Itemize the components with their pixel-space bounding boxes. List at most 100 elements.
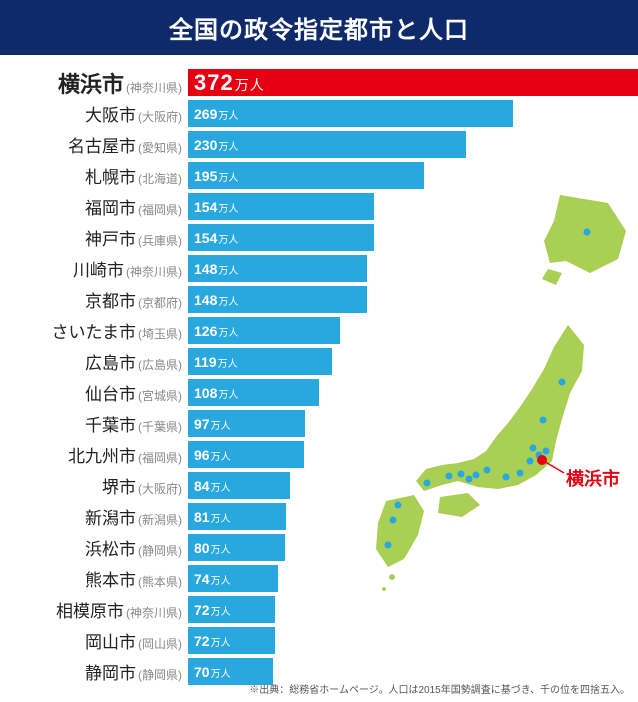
bar-column: 97万人 xyxy=(188,410,638,437)
population-bar: 84万人 xyxy=(188,472,290,499)
population-unit: 万人 xyxy=(211,483,231,494)
population-value: 96万人 xyxy=(194,447,231,463)
prefecture-name: (神奈川県) xyxy=(126,604,182,621)
bar-column: 119万人 xyxy=(188,348,638,375)
city-row: 神戸市(兵庫県)154万人 xyxy=(0,224,638,251)
population-bar: 72万人 xyxy=(188,596,275,623)
city-label: 浜松市(静岡県) xyxy=(0,535,188,560)
city-name: 福岡市 xyxy=(85,194,136,219)
city-name: 大阪市 xyxy=(85,101,136,126)
chart-title: 全国の政令指定都市と人口 xyxy=(0,0,638,55)
prefecture-name: (埼玉県) xyxy=(138,325,182,342)
city-name: 札幌市 xyxy=(85,163,136,188)
population-bar: 81万人 xyxy=(188,503,286,530)
population-unit: 万人 xyxy=(211,576,231,587)
population-unit: 万人 xyxy=(218,359,238,370)
bar-column: 81万人 xyxy=(188,503,638,530)
bar-column: 195万人 xyxy=(188,162,638,189)
city-name: 広島市 xyxy=(85,349,136,374)
population-bar: 80万人 xyxy=(188,534,285,561)
bar-column: 96万人 xyxy=(188,441,638,468)
population-value: 148万人 xyxy=(194,292,238,308)
city-name: 千葉市 xyxy=(85,411,136,436)
city-name: 堺市 xyxy=(102,473,136,498)
city-name: 岡山市 xyxy=(85,628,136,653)
city-name: 浜松市 xyxy=(85,535,136,560)
prefecture-name: (神奈川県) xyxy=(126,263,182,280)
population-value: 70万人 xyxy=(194,664,231,680)
population-unit: 万人 xyxy=(211,607,231,618)
population-bar: 230万人 xyxy=(188,131,466,158)
city-label: 京都市(京都府) xyxy=(0,287,188,312)
city-label: さいたま市(埼玉県) xyxy=(0,318,188,343)
prefecture-name: (神奈川県) xyxy=(126,79,182,96)
population-unit: 万人 xyxy=(218,235,238,246)
city-row: 千葉市(千葉県) 97万人 xyxy=(0,410,638,437)
population-bar: 108万人 xyxy=(188,379,319,406)
city-label: 堺市(大阪府) xyxy=(0,473,188,498)
population-bar: 72万人 xyxy=(188,627,275,654)
bar-column: 84万人 xyxy=(188,472,638,499)
population-value: 195万人 xyxy=(194,168,238,184)
city-label: 大阪市(大阪府) xyxy=(0,101,188,126)
population-unit: 万人 xyxy=(211,545,231,556)
population-unit: 万人 xyxy=(218,173,238,184)
population-unit: 万人 xyxy=(211,638,231,649)
prefecture-name: (北海道) xyxy=(138,170,182,187)
population-unit: 万人 xyxy=(218,142,238,153)
city-name: 神戸市 xyxy=(85,225,136,250)
city-row: さいたま市(埼玉県) 126万人 xyxy=(0,317,638,344)
bar-column: 108万人 xyxy=(188,379,638,406)
population-value: 72万人 xyxy=(194,633,231,649)
population-bar: 97万人 xyxy=(188,410,305,437)
population-bar: 154万人 xyxy=(188,193,374,220)
city-label: 熊本市(熊本県) xyxy=(0,566,188,591)
population-bar: 74万人 xyxy=(188,565,278,592)
city-label: 名古屋市(愛知県) xyxy=(0,132,188,157)
population-value: 154万人 xyxy=(194,199,238,215)
prefecture-name: (広島県) xyxy=(138,356,182,373)
city-name: 相模原市 xyxy=(56,597,124,622)
population-unit: 万人 xyxy=(211,669,231,680)
city-name: 熊本市 xyxy=(85,566,136,591)
population-bar: 96万人 xyxy=(188,441,304,468)
city-row: 広島市(広島県)119万人 xyxy=(0,348,638,375)
bar-column: 74万人 xyxy=(188,565,638,592)
city-row: 北九州市(福岡県)96万人 xyxy=(0,441,638,468)
city-label: 福岡市(福岡県) xyxy=(0,194,188,219)
city-name: さいたま市 xyxy=(52,318,137,343)
population-value: 72万人 xyxy=(194,602,231,618)
bar-column: 154万人 xyxy=(188,224,638,251)
prefecture-name: (千葉県) xyxy=(138,418,182,435)
city-row: 川崎市(神奈川県)148万人 xyxy=(0,255,638,282)
population-unit: 万人 xyxy=(211,514,231,525)
city-label: 札幌市(北海道) xyxy=(0,163,188,188)
city-row: 福岡市(福岡県) 154万人 xyxy=(0,193,638,220)
population-unit: 万人 xyxy=(218,328,238,339)
bar-column: 154万人 xyxy=(188,193,638,220)
population-unit: 万人 xyxy=(218,297,238,308)
bar-column: 80万人 xyxy=(188,534,638,561)
population-unit: 万人 xyxy=(218,111,238,122)
population-bar: 148万人 xyxy=(188,255,367,282)
population-bar: 195万人 xyxy=(188,162,424,189)
city-label: 広島市(広島県) xyxy=(0,349,188,374)
population-value: 230万人 xyxy=(194,137,238,153)
city-row: 仙台市(宮城県)108万人 xyxy=(0,379,638,406)
population-value: 108万人 xyxy=(194,385,238,401)
city-row: 名古屋市(愛知県) 230万人 xyxy=(0,131,638,158)
city-name: 静岡市 xyxy=(85,659,136,684)
city-row: 横浜市(神奈川県) 372万人 xyxy=(0,69,638,96)
prefecture-name: (兵庫県) xyxy=(138,232,182,249)
prefecture-name: (宮城県) xyxy=(138,387,182,404)
bar-column: 372万人 xyxy=(188,69,638,96)
city-row: 浜松市(静岡県)80万人 xyxy=(0,534,638,561)
bar-column: 148万人 xyxy=(188,286,638,313)
population-value: 126万人 xyxy=(194,323,238,339)
population-unit: 万人 xyxy=(235,77,265,93)
prefecture-name: (大阪府) xyxy=(138,480,182,497)
city-label: 神戸市(兵庫県) xyxy=(0,225,188,250)
city-name: 横浜市 xyxy=(58,67,124,99)
bar-column: 230万人 xyxy=(188,131,638,158)
city-name: 新潟市 xyxy=(85,504,136,529)
